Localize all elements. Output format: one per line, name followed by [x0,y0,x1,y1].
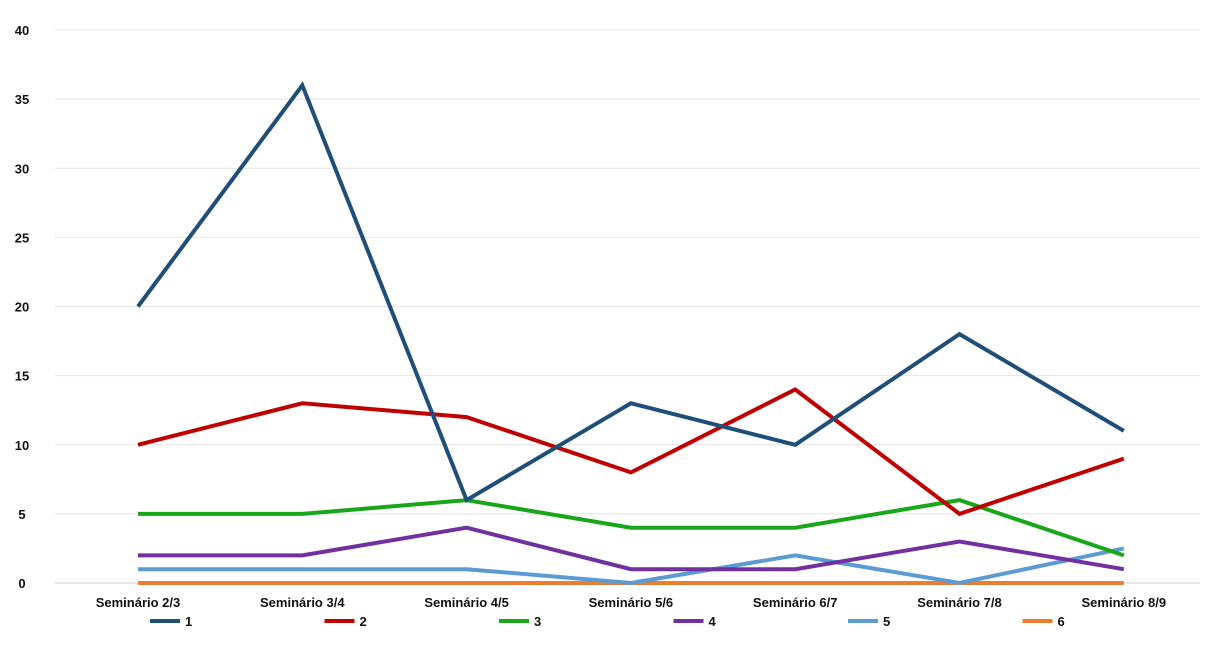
x-tick-label: Seminário 3/4 [260,595,345,610]
y-tick-label: 40 [15,23,29,38]
x-tick-label: Seminário 8/9 [1082,595,1167,610]
legend-label-4: 4 [709,614,717,629]
gridlines [55,29,1200,584]
legend-label-3: 3 [534,614,541,629]
legend: 1 2 3 4 5 6 [150,614,1065,629]
x-tick-label: Seminário 2/3 [96,595,181,610]
x-tick-label: Seminário 6/7 [753,595,838,610]
y-tick-label: 10 [15,438,29,453]
x-tick-label: Seminário 7/8 [917,595,1002,610]
series-line-1 [136,81,1125,504]
y-tick-label: 25 [15,230,29,245]
series-lines [136,81,1125,586]
y-tick-label: 20 [15,300,29,315]
series-line-5 [138,546,1125,586]
legend-label-5: 5 [883,614,890,629]
legend-label-6: 6 [1058,614,1065,629]
y-tick-label: 15 [15,369,29,384]
y-tick-label: 30 [15,161,29,176]
y-tick-label: 35 [15,92,29,107]
x-tick-label: Seminário 4/5 [424,595,509,610]
series-line-2 [137,387,1125,517]
legend-label-1: 1 [185,614,192,629]
y-tick-label: 5 [18,507,25,522]
x-tick-label: Seminário 5/6 [589,595,674,610]
y-axis-ticks: 0 5 10 15 20 25 30 35 40 [15,23,29,591]
y-tick-label: 0 [18,576,25,591]
x-axis-ticks: Seminário 2/3 Seminário 3/4 Seminário 4/5 S… [96,595,1166,610]
legend-label-2: 2 [360,614,367,629]
series-line-3 [138,498,1125,558]
series-line-4 [138,525,1125,572]
